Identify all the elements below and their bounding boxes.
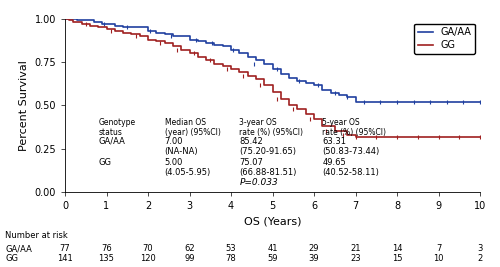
Text: Median OS
(year) (95%CI): Median OS (year) (95%CI) (164, 117, 220, 137)
Text: 5.00
(4.05-5.95): 5.00 (4.05-5.95) (164, 158, 211, 177)
Text: 120: 120 (140, 254, 156, 263)
Text: 53: 53 (226, 244, 236, 253)
Text: 141: 141 (57, 254, 73, 263)
Text: 39: 39 (308, 254, 320, 263)
Text: 2: 2 (478, 254, 482, 263)
X-axis label: OS (Years): OS (Years) (244, 217, 301, 227)
Text: 99: 99 (184, 254, 195, 263)
Text: 49.65
(40.52-58.11): 49.65 (40.52-58.11) (322, 158, 379, 177)
Text: 62: 62 (184, 244, 195, 253)
Text: 70: 70 (142, 244, 154, 253)
Text: P=0.033: P=0.033 (240, 178, 278, 187)
Legend: GA/AA, GG: GA/AA, GG (414, 23, 475, 54)
Text: GA/AA: GA/AA (5, 244, 32, 253)
Text: GG: GG (5, 254, 18, 263)
Text: 77: 77 (60, 244, 70, 253)
Text: 14: 14 (392, 244, 402, 253)
Text: Genotype
status: Genotype status (98, 117, 136, 137)
Text: 23: 23 (350, 254, 361, 263)
Text: 63.31
(50.83-73.44): 63.31 (50.83-73.44) (322, 137, 380, 156)
Text: GG: GG (98, 158, 111, 167)
Text: 135: 135 (98, 254, 114, 263)
Text: GA/AA: GA/AA (98, 137, 125, 146)
Text: 59: 59 (267, 254, 278, 263)
Text: 78: 78 (226, 254, 236, 263)
Text: 3: 3 (478, 244, 482, 253)
Text: 3-year OS
rate (%) (95%CI): 3-year OS rate (%) (95%CI) (240, 117, 304, 137)
Text: 5-year OS
rate (%) (95%CI): 5-year OS rate (%) (95%CI) (322, 117, 386, 137)
Text: 41: 41 (267, 244, 278, 253)
Text: 21: 21 (350, 244, 361, 253)
Text: 15: 15 (392, 254, 402, 263)
Text: 7: 7 (436, 244, 441, 253)
Text: 7.00
(NA-NA): 7.00 (NA-NA) (164, 137, 198, 156)
Y-axis label: Percent Survival: Percent Survival (19, 60, 29, 151)
Text: 85.42
(75.20-91.65): 85.42 (75.20-91.65) (240, 137, 296, 156)
Text: 75.07
(66.88-81.51): 75.07 (66.88-81.51) (240, 158, 296, 177)
Text: 76: 76 (101, 244, 112, 253)
Text: 29: 29 (308, 244, 319, 253)
Text: 10: 10 (433, 254, 444, 263)
Text: Number at risk: Number at risk (5, 231, 68, 240)
